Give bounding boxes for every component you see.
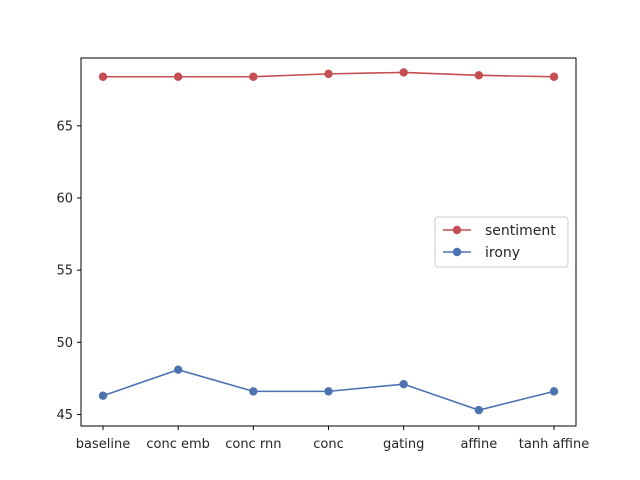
data-point (324, 69, 333, 79)
x-tick-label: conc rnn (225, 437, 281, 452)
legend-item-sentiment: sentiment (443, 223, 556, 239)
y-tick-label: 50 (56, 336, 73, 351)
x-tick-label: affine (460, 437, 497, 452)
data-point (249, 72, 258, 81)
legend: sentiment irony (434, 216, 569, 268)
data-point (249, 387, 258, 396)
series-sentiment (98, 68, 559, 81)
data-point (98, 391, 108, 400)
y-tick-label: 45 (56, 408, 73, 423)
series-layer (98, 68, 559, 415)
x-tick-label: conc emb (146, 437, 210, 452)
data-point (173, 72, 183, 81)
x-tick-label: conc (313, 437, 344, 452)
data-point (549, 72, 559, 81)
legend-marker (452, 247, 462, 257)
y-tick-label: 55 (56, 264, 73, 279)
y-tick-label: 60 (56, 191, 73, 206)
y-axis: 45 50 55 60 65 (56, 119, 81, 423)
y-tick-label: 65 (56, 119, 73, 134)
data-point (474, 405, 484, 415)
data-point (549, 387, 559, 396)
legend-marker (452, 225, 462, 235)
data-point (324, 387, 333, 396)
x-tick-label: baseline (76, 437, 130, 452)
legend-label: irony (485, 245, 520, 261)
legend-label: sentiment (485, 223, 556, 239)
data-point (399, 379, 408, 389)
legend-item-irony: irony (443, 245, 520, 261)
x-tick-label: tanh affine (519, 437, 589, 452)
series-irony (98, 365, 559, 415)
data-point (399, 68, 408, 77)
data-point (173, 365, 183, 374)
x-tick-label: gating (383, 437, 424, 452)
x-axis: baseline conc emb conc rnn conc gating affine… (76, 426, 589, 452)
data-point (474, 71, 484, 80)
data-point (98, 72, 108, 81)
